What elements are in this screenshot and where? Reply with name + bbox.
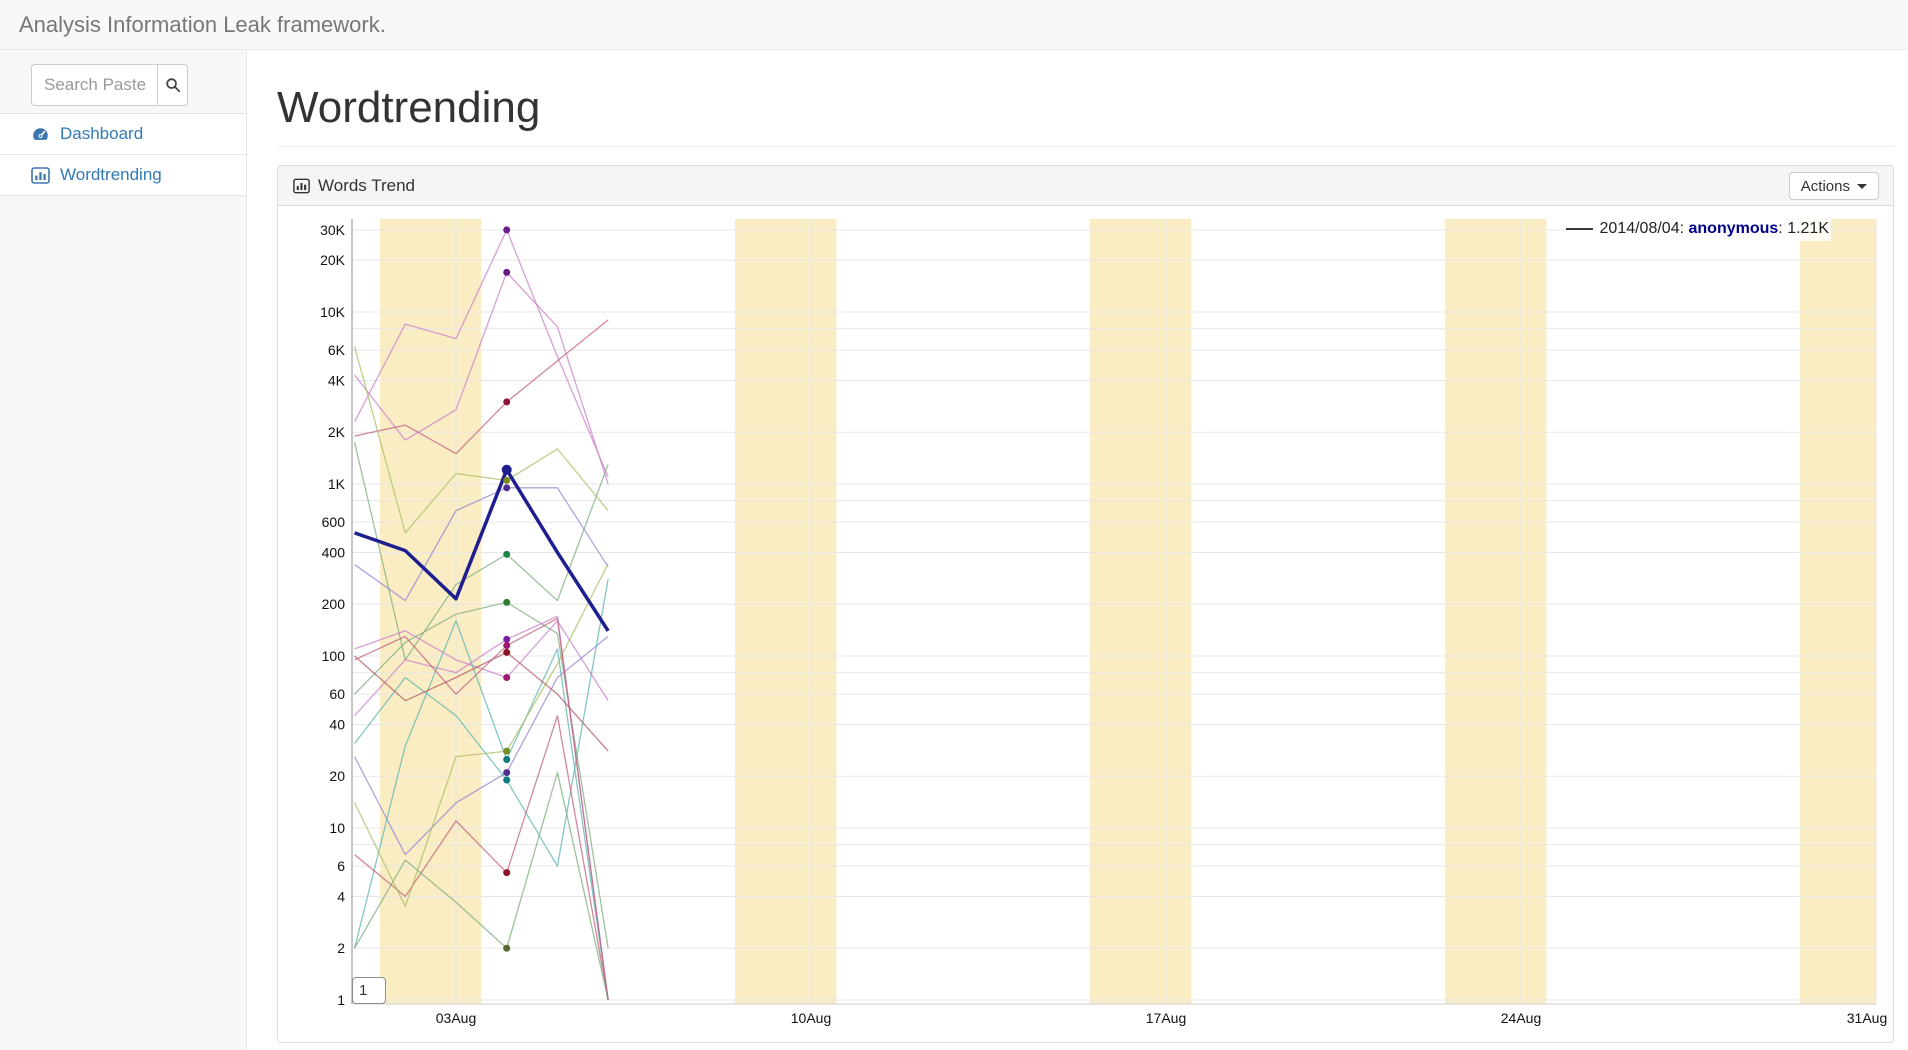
series-point[interactable] — [503, 477, 511, 485]
series-point[interactable] — [503, 649, 511, 657]
words-trend-chart[interactable]: 30K 20K 10K 6K 4K 2K 1K 600 400 200 100 60 40 20 10 6 4 2… — [278, 206, 1893, 1042]
series-point[interactable] — [501, 465, 512, 476]
app-brand: Analysis Information Leak framework. — [19, 11, 386, 37]
x-tick-label: 03Aug — [436, 1010, 476, 1026]
series-point[interactable] — [503, 869, 511, 877]
y-tick-label: 20K — [320, 253, 346, 269]
bar-chart-icon — [293, 178, 310, 194]
x-tick-label: 24Aug — [1501, 1010, 1541, 1026]
series-line — [354, 319, 609, 455]
tooltip-key-line — [1565, 228, 1593, 231]
series-line — [353, 442, 609, 661]
y-tick-label: 4 — [337, 889, 345, 905]
y-tick-label: 40 — [329, 717, 345, 733]
tooltip-value: : 1.21K — [1778, 220, 1829, 238]
y-tick-label: 2 — [337, 941, 345, 957]
page-title: Wordtrending — [277, 83, 1894, 148]
series-line — [354, 487, 609, 602]
main-content: Wordtrending Words Trend Actions — [247, 50, 1908, 1050]
x-tick-label: 31Aug — [1847, 1010, 1887, 1026]
tooltip-series-name: anonymous — [1688, 220, 1779, 238]
panel-header: Words Trend Actions — [278, 166, 1893, 207]
y-tick-label: 4K — [328, 373, 346, 389]
series-line — [354, 618, 609, 1001]
y-tick-label: 60 — [329, 687, 345, 703]
y-tick-label: 100 — [322, 648, 346, 664]
y-tick-label: 10 — [329, 820, 345, 836]
series-point[interactable] — [503, 945, 511, 953]
weekend-band — [1799, 219, 1876, 1005]
series-line — [353, 620, 609, 1001]
sidebar-nav: Dashboard Wordtrending — [0, 113, 246, 196]
y-tick-label: 200 — [322, 597, 346, 613]
series-line — [353, 346, 609, 534]
bar-chart-icon — [31, 166, 50, 184]
series-line — [353, 468, 610, 633]
words-trend-panel: Words Trend Actions 30K 20K 10K 6K 4K 2K 1K 600… — [277, 165, 1894, 1044]
series-line — [353, 636, 609, 856]
y-tick-label: 20 — [329, 769, 345, 785]
series-point[interactable] — [503, 674, 511, 682]
series-point[interactable] — [503, 756, 511, 764]
x-tick-label: 10Aug — [791, 1010, 831, 1026]
top-navbar: Analysis Information Leak framework. — [0, 0, 1908, 50]
sidebar: Dashboard Wordtrending — [0, 50, 247, 1050]
y-tick-label: 2K — [328, 425, 346, 441]
actions-dropdown-button[interactable]: Actions — [1788, 172, 1879, 201]
y-tick-label: 1K — [328, 476, 346, 492]
sidebar-item-label: Dashboard — [60, 124, 144, 143]
search-input[interactable] — [31, 64, 157, 106]
sidebar-item-label: Wordtrending — [60, 165, 162, 184]
series-point[interactable] — [503, 398, 511, 406]
sidebar-item-dashboard[interactable]: Dashboard — [0, 114, 246, 155]
series-point[interactable] — [503, 769, 511, 777]
y-tick-label: 6K — [328, 343, 346, 359]
series-line — [354, 652, 609, 752]
series-point[interactable] — [503, 551, 511, 559]
series-line — [354, 272, 609, 485]
x-tick-label: 17Aug — [1146, 1010, 1186, 1026]
chevron-down-icon — [1857, 183, 1867, 189]
y-tick-label: 400 — [322, 545, 346, 561]
panel-body: 30K 20K 10K 6K 4K 2K 1K 600 400 200 100 60 40 20 10 6 4 2… — [278, 206, 1893, 1042]
series-line — [354, 579, 609, 868]
y-tick-label: 6 — [337, 859, 345, 875]
paste-search-group — [31, 64, 188, 106]
series-line — [354, 620, 609, 702]
search-icon — [165, 77, 181, 93]
tooltip-date: 2014/08/04: — [1599, 220, 1685, 238]
weekend-band — [1089, 219, 1192, 1005]
series-point[interactable] — [503, 599, 511, 607]
search-button[interactable] — [157, 64, 188, 106]
y-tick-label: 30K — [320, 222, 346, 238]
y-tick-label: 600 — [322, 515, 346, 531]
series-line — [353, 229, 609, 478]
sidebar-item-wordtrending[interactable]: Wordtrending — [0, 155, 246, 196]
gauge-icon — [31, 126, 50, 143]
series-point[interactable] — [503, 269, 511, 277]
series-point[interactable] — [503, 747, 511, 755]
series-point[interactable] — [503, 776, 511, 784]
series-point[interactable] — [503, 484, 511, 492]
panel-title: Words Trend — [318, 175, 416, 195]
series-line — [353, 563, 609, 908]
weekend-band — [1444, 219, 1547, 1005]
series-point[interactable] — [503, 226, 511, 234]
y-tick-label: 1 — [337, 992, 345, 1008]
weekend-band — [734, 219, 837, 1005]
series-line — [354, 772, 609, 1001]
series-point[interactable] — [503, 636, 511, 644]
series-point[interactable] — [503, 642, 511, 650]
chart-tooltip: 2014/08/04: anonymous: 1.21K — [1563, 217, 1831, 242]
y-tick-label: 10K — [320, 304, 346, 320]
chart-overlay-input[interactable]: 1 — [352, 977, 386, 1005]
actions-label: Actions — [1800, 177, 1850, 195]
